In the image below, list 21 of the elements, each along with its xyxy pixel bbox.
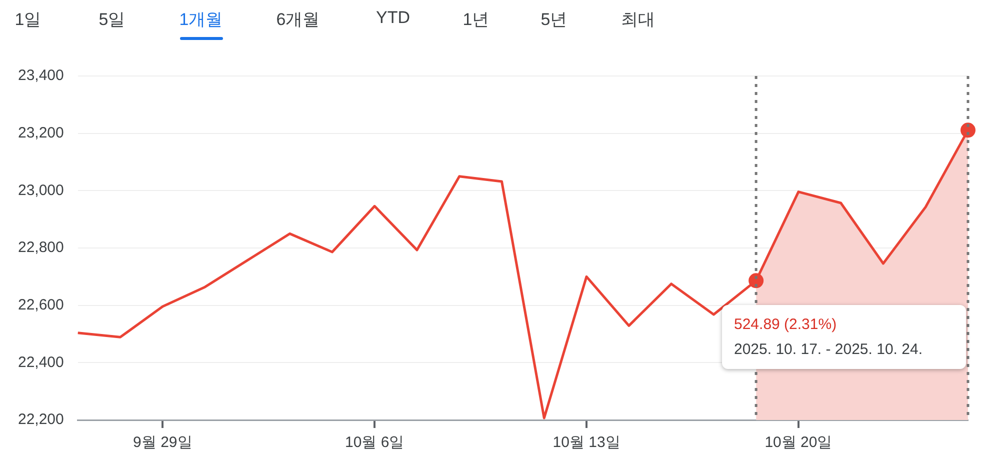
text: 1일 bbox=[14, 9, 42, 31]
x-tick-label: 10월 6일 bbox=[344, 434, 404, 452]
y-tick-label: 22,400 bbox=[18, 354, 64, 371]
y-tick-label: 23,400 bbox=[18, 67, 64, 84]
y-tick-label: 22,200 bbox=[18, 411, 64, 428]
y-tick-label: 23,000 bbox=[18, 182, 64, 199]
text: 6개월 bbox=[276, 9, 320, 31]
y-tick-label: 22,800 bbox=[18, 239, 64, 256]
text: 1개월 bbox=[179, 9, 223, 31]
x-tick-label: 9월 29일 bbox=[133, 434, 192, 452]
x-tick-label: 10월 13일 bbox=[552, 434, 620, 452]
y-tick-label: 22,600 bbox=[18, 296, 64, 314]
text: YTD bbox=[376, 8, 410, 28]
text: 5일 bbox=[98, 9, 126, 31]
annotation: 524.89 (2.31%) bbox=[734, 316, 837, 333]
text: 1년 bbox=[462, 9, 490, 31]
annotation: 2025. 10. 17. - 2025. 10. 24. bbox=[734, 341, 922, 358]
text: 5년 bbox=[540, 9, 568, 31]
x-tick-label: 10월 20일 bbox=[764, 434, 832, 452]
y-tick-label: 23,200 bbox=[18, 124, 64, 142]
text: 최대 bbox=[621, 9, 655, 31]
